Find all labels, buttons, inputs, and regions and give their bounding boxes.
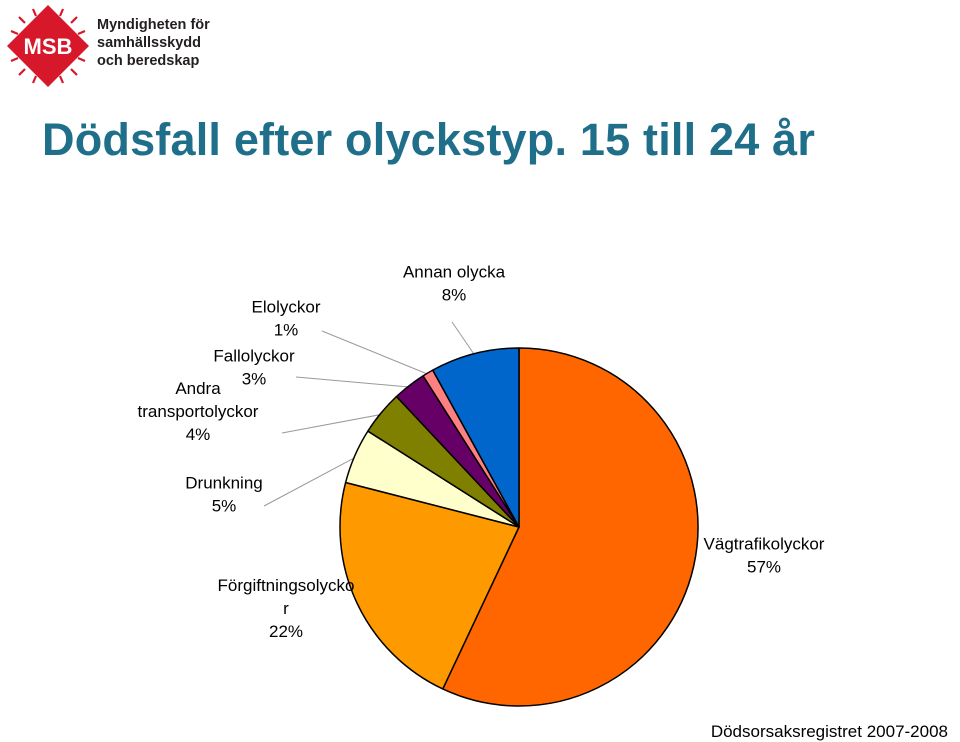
slice-label-line: 57% — [747, 558, 781, 577]
slice-labels: Vägtrafikolyckor 57% Förgiftningsolycko r 22… — [138, 263, 825, 642]
slice-label: Vägtrafikolyckor 57% — [704, 535, 825, 577]
slice-label-line: 8% — [442, 286, 467, 305]
leader-line — [281, 413, 383, 434]
org-name-line: Myndigheten för — [97, 17, 210, 33]
leader-line — [321, 330, 430, 376]
slice-label: Elolyckor 1% — [252, 298, 321, 340]
msb-logo: MSB — [6, 4, 90, 88]
org-name-line: samhällsskydd — [97, 35, 201, 51]
slice-label: Andra transportolyckor 4% — [138, 379, 259, 444]
slice-label: Annan olycka 8% — [403, 263, 506, 305]
slice-label-line: Elolyckor — [252, 298, 321, 317]
slice-label-line: transportolyckor — [138, 402, 259, 421]
slice-label-line: 22% — [269, 622, 303, 641]
org-name-line: och beredskap — [97, 53, 200, 69]
slice-label-line: Förgiftningsolycko — [217, 576, 354, 595]
slice-label-line: 3% — [242, 370, 267, 389]
slice-label-line: 4% — [186, 425, 211, 444]
slice-label-line: 5% — [212, 497, 237, 516]
slice-label-line: Fallolyckor — [213, 347, 295, 366]
pie-slice — [442, 347, 699, 707]
pie-slice — [339, 481, 520, 690]
pie-slice — [432, 347, 520, 528]
org-name: Myndigheten för samhällsskydd och bereds… — [97, 16, 210, 70]
leader-line — [295, 376, 411, 388]
pie-slices — [339, 347, 699, 707]
page-title: Dödsfall efter olyckstyp. 15 till 24 år — [42, 114, 816, 165]
logo-diamond — [6, 4, 90, 88]
leader-line — [263, 456, 357, 507]
slice-label-line: 1% — [274, 321, 299, 340]
slice-label-line: Andra — [175, 379, 221, 398]
slice-label: Drunkning 5% — [185, 474, 263, 516]
slice-label-line: Annan olycka — [403, 263, 506, 282]
logo-text: MSB — [24, 34, 73, 59]
slice-label: Förgiftningsolycko r 22% — [217, 576, 354, 641]
slice-label-line: Drunkning — [185, 474, 263, 493]
slice-label-line: Vägtrafikolyckor — [704, 535, 825, 554]
leader-lines — [263, 321, 476, 507]
slice-label-line: r — [283, 599, 289, 618]
logo-rays — [8, 6, 88, 86]
leader-line — [451, 321, 476, 356]
source-note: Dödsorsaksregistret 2007-2008 — [710, 722, 948, 741]
slice-label: Fallolyckor 3% — [213, 347, 295, 389]
